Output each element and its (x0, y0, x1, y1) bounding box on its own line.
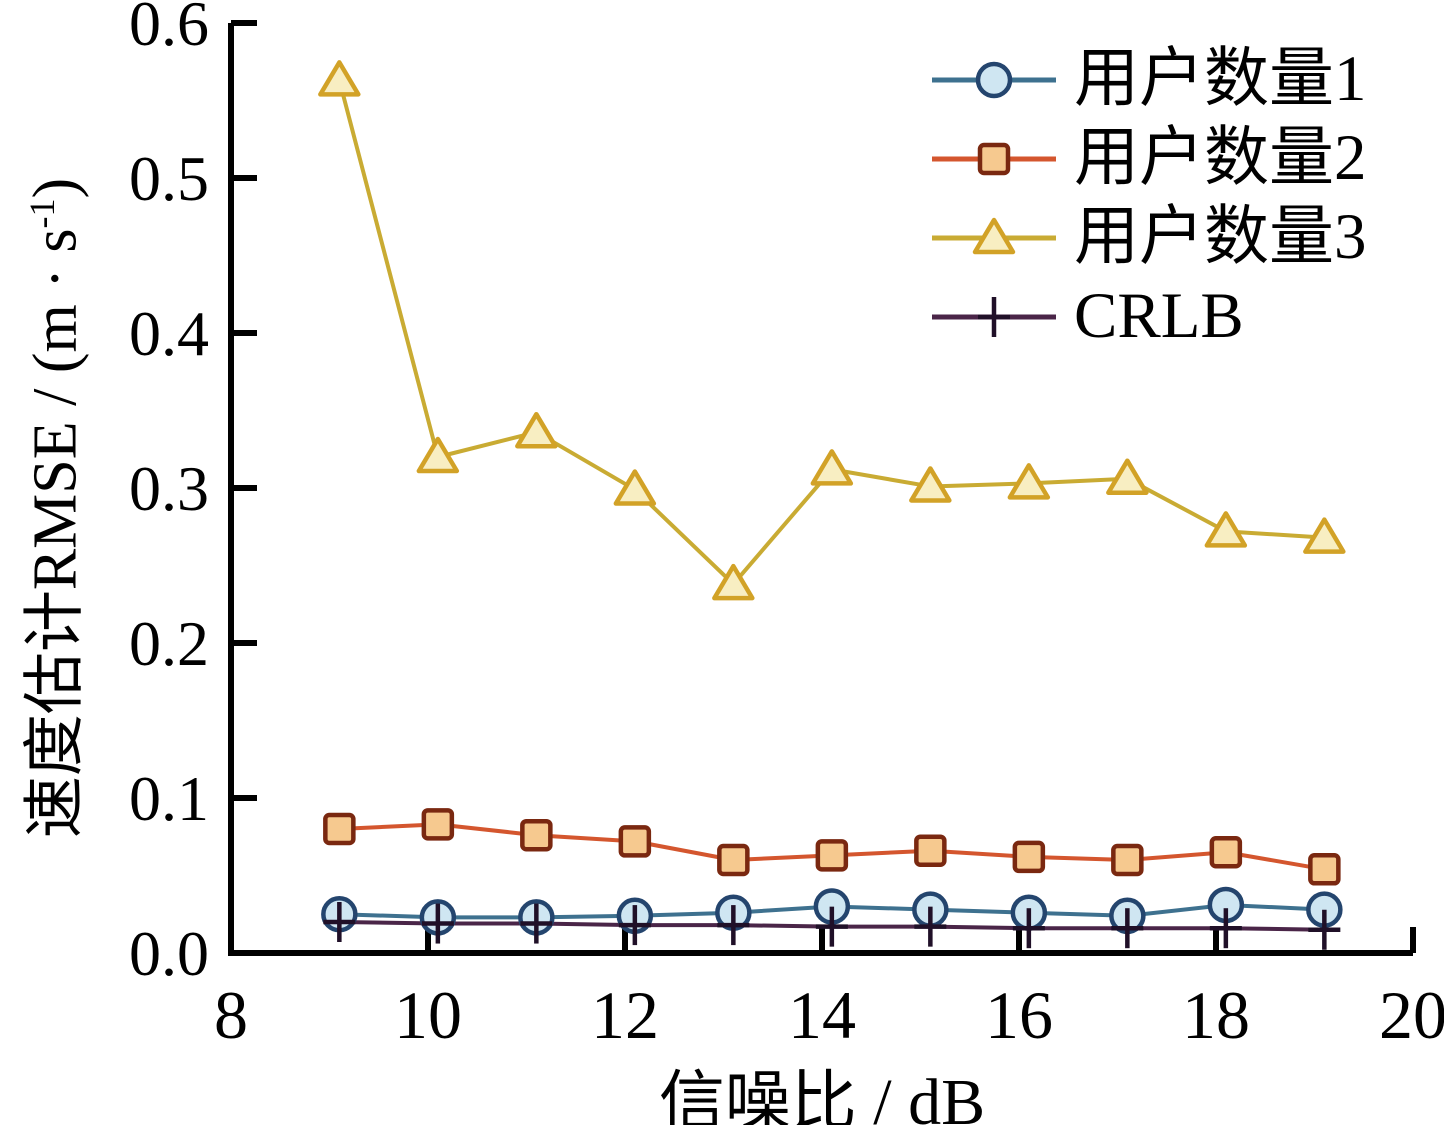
marker-triangle (1106, 458, 1149, 495)
legend-marker-circle-icon (932, 61, 1056, 98)
y-tick-label: 0.3 (129, 453, 209, 524)
series-markers-2 (318, 60, 1346, 601)
marker-square (1308, 853, 1341, 886)
marker-triangle (1007, 463, 1051, 500)
marker-triangle (1303, 517, 1346, 554)
legend-item: CRLB (928, 277, 1367, 356)
marker-square (421, 808, 455, 841)
x-tick-label: 8 (214, 977, 248, 1053)
y-axis-label-suffix: ) (21, 177, 90, 199)
marker-triangle (1204, 511, 1248, 548)
legend-marker-plus-icon (932, 296, 1056, 337)
y-tick-label: 0.4 (129, 298, 209, 369)
y-tick-label: 0.0 (129, 918, 209, 989)
marker-triangle (810, 449, 854, 486)
marker-triangle (712, 563, 755, 601)
x-tick-label: 10 (394, 977, 462, 1053)
x-tick-label: 14 (788, 977, 856, 1053)
marker-triangle (613, 469, 657, 506)
x-tick-label: 12 (591, 977, 659, 1053)
y-tick-label: 0.2 (129, 608, 209, 679)
marker-square (520, 818, 553, 852)
legend-label: 用户数量2 (1074, 122, 1367, 194)
legend-marker-square-icon (932, 142, 1056, 175)
marker-square (323, 812, 356, 846)
series-markers-1 (323, 808, 1341, 886)
marker-triangle (909, 466, 952, 503)
y-axis-label-sup: -1 (22, 198, 62, 229)
marker-square (914, 834, 947, 867)
marker-square (815, 839, 849, 872)
axis-ticks: 0.0 0.1 0.2 0.3 0.4 0.5 0.6 8 10 12 14 16 18 20 (129, 0, 1444, 1053)
marker-triangle (318, 60, 361, 97)
x-tick-label: 18 (1182, 977, 1250, 1053)
marker-square (1012, 840, 1046, 874)
y-tick-label: 0.1 (129, 763, 209, 834)
legend-marker-triangle-icon (932, 217, 1056, 254)
legend-label: 用户数量3 (1074, 201, 1367, 273)
marker-square (1111, 843, 1144, 877)
marker-triangle (416, 436, 460, 474)
marker-square (618, 825, 652, 858)
x-tick-label: 16 (985, 977, 1053, 1053)
marker-triangle (972, 217, 1016, 254)
legend-item: 用户数量2 (928, 119, 1367, 198)
legend: 用户数量1 用户数量2 用户数量3 CRLB (928, 40, 1367, 356)
marker-square (717, 843, 750, 877)
y-tick-label: 0.5 (129, 143, 209, 214)
legend-label: CRLB (1074, 280, 1244, 352)
x-tick-label: 20 (1379, 977, 1444, 1053)
y-tick-label: 0.6 (129, 0, 209, 59)
x-axis-label: 信噪比 / dB (658, 1066, 986, 1125)
marker-circle (975, 61, 1013, 98)
legend-item: 用户数量3 (928, 198, 1367, 277)
y-axis-label: 速度估计RMSE / (m · s-1) (2, 48, 90, 968)
legend-item: 用户数量1 (928, 40, 1367, 119)
marker-square (1209, 836, 1243, 869)
series-markers-3 (323, 902, 1341, 950)
marker-triangle (515, 411, 558, 449)
y-axis-label-text: 速度估计RMSE / (m · s (21, 228, 90, 839)
marker-square (977, 142, 1011, 175)
legend-label: 用户数量1 (1074, 43, 1367, 115)
